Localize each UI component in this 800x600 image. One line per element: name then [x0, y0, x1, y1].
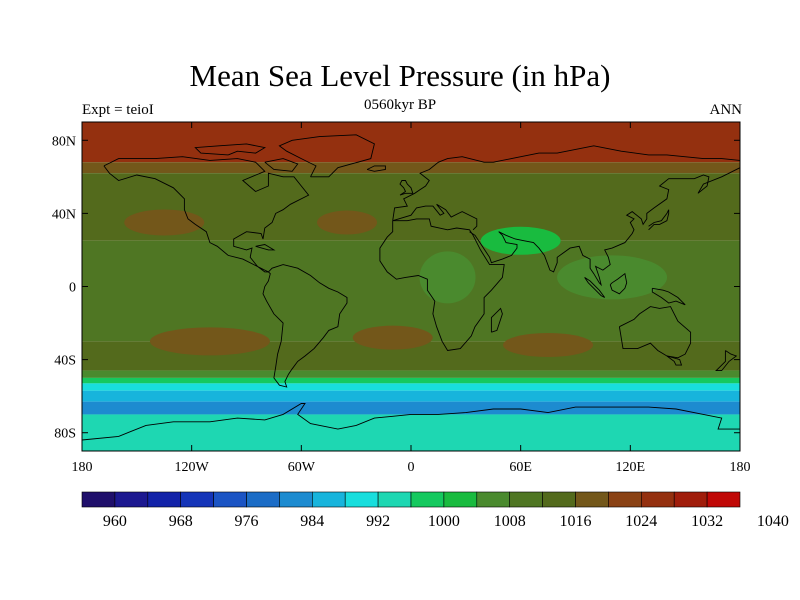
pressure-band-5	[82, 370, 740, 378]
pressure-band-9	[82, 401, 740, 415]
colorbar-label: 1024	[625, 513, 657, 530]
pressure-band-1	[82, 162, 740, 174]
pressure-band-10	[82, 414, 740, 451]
pressure-band-8	[82, 390, 740, 402]
colorbar-label: 968	[169, 513, 193, 530]
coastline-13	[651, 287, 686, 306]
coastlines	[82, 134, 740, 441]
coastline-18	[366, 165, 386, 172]
maritime-continent-low	[557, 255, 668, 300]
coastline-14	[490, 307, 503, 333]
pressure-band-0	[82, 122, 740, 163]
colorbar-label: 1008	[494, 513, 526, 530]
coastline-20	[666, 355, 683, 366]
colorbar-swatch	[608, 491, 642, 508]
coastline-12	[609, 272, 628, 295]
lat-tick-label: 40N	[52, 207, 76, 222]
lon-tick-label: 120E	[616, 460, 646, 475]
colorbar-swatch	[575, 491, 609, 508]
african-low	[419, 251, 476, 304]
coastline-5	[392, 203, 478, 231]
coastline-3	[379, 218, 505, 351]
north-pacific-high	[124, 209, 205, 236]
colorbar-swatch	[147, 491, 182, 508]
coastline-2	[278, 134, 375, 178]
coastline-16	[264, 158, 299, 172]
colorbar-label: 1016	[560, 513, 592, 530]
experiment-label: Expt = teioI	[82, 102, 154, 118]
coastline-7	[618, 306, 692, 359]
page-title: Mean Sea Level Pressure (in hPa)	[189, 58, 611, 93]
lat-tick-label: 80N	[52, 134, 76, 149]
colorbar-label: 960	[103, 513, 127, 530]
colorbar-label: 992	[366, 513, 390, 530]
lon-tick-label: 120W	[175, 460, 210, 475]
lon-tick-label: 60E	[509, 460, 532, 475]
pressure-field	[82, 122, 740, 451]
colorbar-label: 976	[235, 513, 259, 530]
coastline-17	[194, 143, 267, 156]
colorbar-swatch	[213, 491, 247, 508]
coastline-11	[584, 277, 606, 298]
colorbar: 960 968 976 984 992 1000 1008 1016 1024 1032 1040	[81, 491, 789, 530]
lat-tick-label: 80S	[54, 427, 76, 442]
colorbar-swatch	[246, 491, 280, 508]
lon-tick-label: 180	[730, 460, 751, 475]
colorbar-swatch	[279, 491, 313, 508]
colorbar-swatch	[443, 491, 478, 508]
colorbar-swatch	[673, 491, 708, 508]
coastline-8	[82, 403, 740, 441]
colorbar-swatch	[344, 491, 379, 508]
colorbar-label: 1040	[757, 513, 789, 530]
colorbar-label: 984	[300, 513, 324, 530]
subtitle: 0560kyr BP	[363, 97, 437, 113]
colorbar-swatch	[377, 491, 412, 508]
coastline-1	[262, 264, 348, 388]
colorbar-swatch	[311, 491, 346, 508]
colorbar-swatch	[410, 491, 445, 508]
colorbar-label: 1032	[691, 513, 723, 530]
colorbar-swatch	[640, 491, 675, 508]
lon-tick-label: 180	[72, 460, 93, 475]
colorbar-swatch	[706, 491, 741, 508]
coastline-6	[469, 167, 740, 287]
lat-tick-label: 40S	[54, 354, 76, 369]
lon-tick-label: 60W	[288, 460, 316, 475]
coastline-4	[392, 145, 740, 221]
coastline-9	[399, 180, 414, 196]
pressure-band-7	[82, 383, 740, 391]
coastline-19	[255, 244, 276, 251]
lat-tick-label: 0	[69, 281, 76, 296]
north-atlantic-high	[317, 210, 378, 235]
lon-tick-label: 0	[408, 460, 415, 475]
pressure-band-6	[82, 377, 740, 384]
south-indian-high	[503, 332, 594, 357]
colorbar-swatch	[476, 491, 510, 508]
coastline-15	[715, 350, 738, 372]
south-atlantic-high	[352, 325, 433, 350]
asian-monsoon-low	[480, 226, 561, 255]
colorbar-swatch	[180, 491, 214, 508]
colorbar-swatch	[509, 491, 543, 508]
axis-ticks: 80N 40N 0 40S 80S 180 120W 60W 0 60E 120E 180	[52, 122, 751, 475]
colorbar-swatch	[81, 491, 116, 508]
colorbar-label: 1000	[428, 513, 460, 530]
season-label: ANN	[709, 102, 743, 118]
colorbar-swatch	[542, 491, 576, 508]
coastline-0	[103, 156, 310, 273]
south-pacific-high	[149, 327, 270, 356]
coastline-10	[648, 209, 670, 231]
colorbar-swatch	[114, 491, 149, 508]
